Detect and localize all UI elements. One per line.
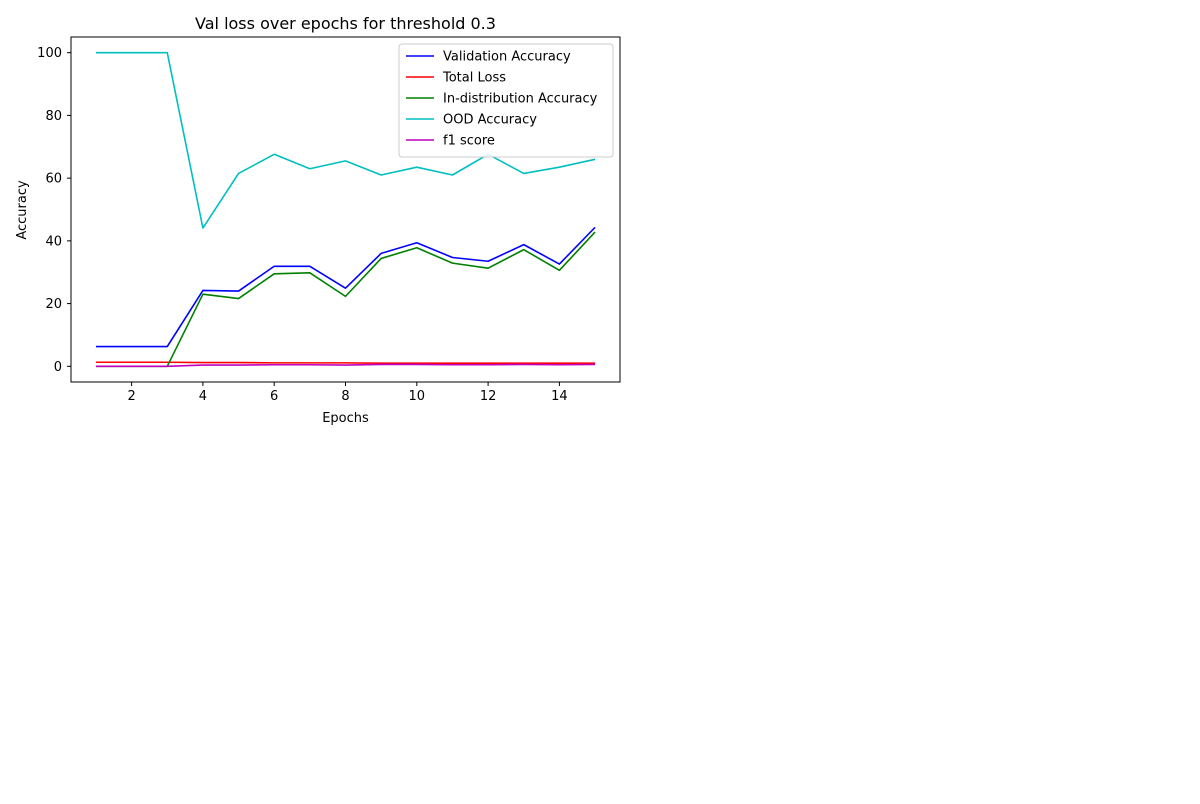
x-axis: 2 4 6 8 10 12 14	[127, 382, 568, 404]
x-tick-label: 4	[199, 389, 207, 404]
series-line-validation-accuracy	[95, 226, 596, 348]
y-axis: 0 20 40 60 80 100	[37, 46, 71, 375]
y-tick-label: 40	[45, 234, 62, 249]
plot-lines	[95, 51, 596, 368]
y-tick-label: 80	[45, 109, 62, 124]
legend-box	[398, 43, 614, 158]
x-tick-label: 6	[270, 389, 278, 404]
series-line-total-loss	[95, 361, 596, 364]
series-line-f1-score	[95, 363, 596, 368]
series-line-in-distribution-accuracy	[95, 231, 596, 368]
series-line-ood-accuracy	[95, 51, 596, 229]
legend: Validation Accuracy Total Loss In-distribu…	[398, 43, 614, 158]
chart-title: Val loss over epochs for threshold 0.3	[195, 14, 496, 33]
legend-label: f1 score	[443, 134, 495, 149]
y-tick-label: 100	[37, 46, 62, 61]
legend-label: In-distribution Accuracy	[443, 92, 598, 107]
y-tick-label: 0	[54, 360, 62, 375]
x-tick-label: 12	[480, 389, 497, 404]
x-axis-label: Epochs	[322, 411, 369, 426]
x-tick-label: 2	[127, 389, 135, 404]
y-tick-label: 20	[45, 297, 62, 312]
x-tick-label: 10	[409, 389, 426, 404]
legend-label: Total Loss	[442, 71, 506, 86]
x-tick-label: 8	[341, 389, 349, 404]
legend-label: OOD Accuracy	[443, 113, 537, 128]
y-tick-label: 60	[45, 172, 62, 187]
legend-label: Validation Accuracy	[443, 50, 571, 65]
x-tick-label: 14	[551, 389, 568, 404]
y-axis-label: Accuracy	[15, 180, 30, 240]
